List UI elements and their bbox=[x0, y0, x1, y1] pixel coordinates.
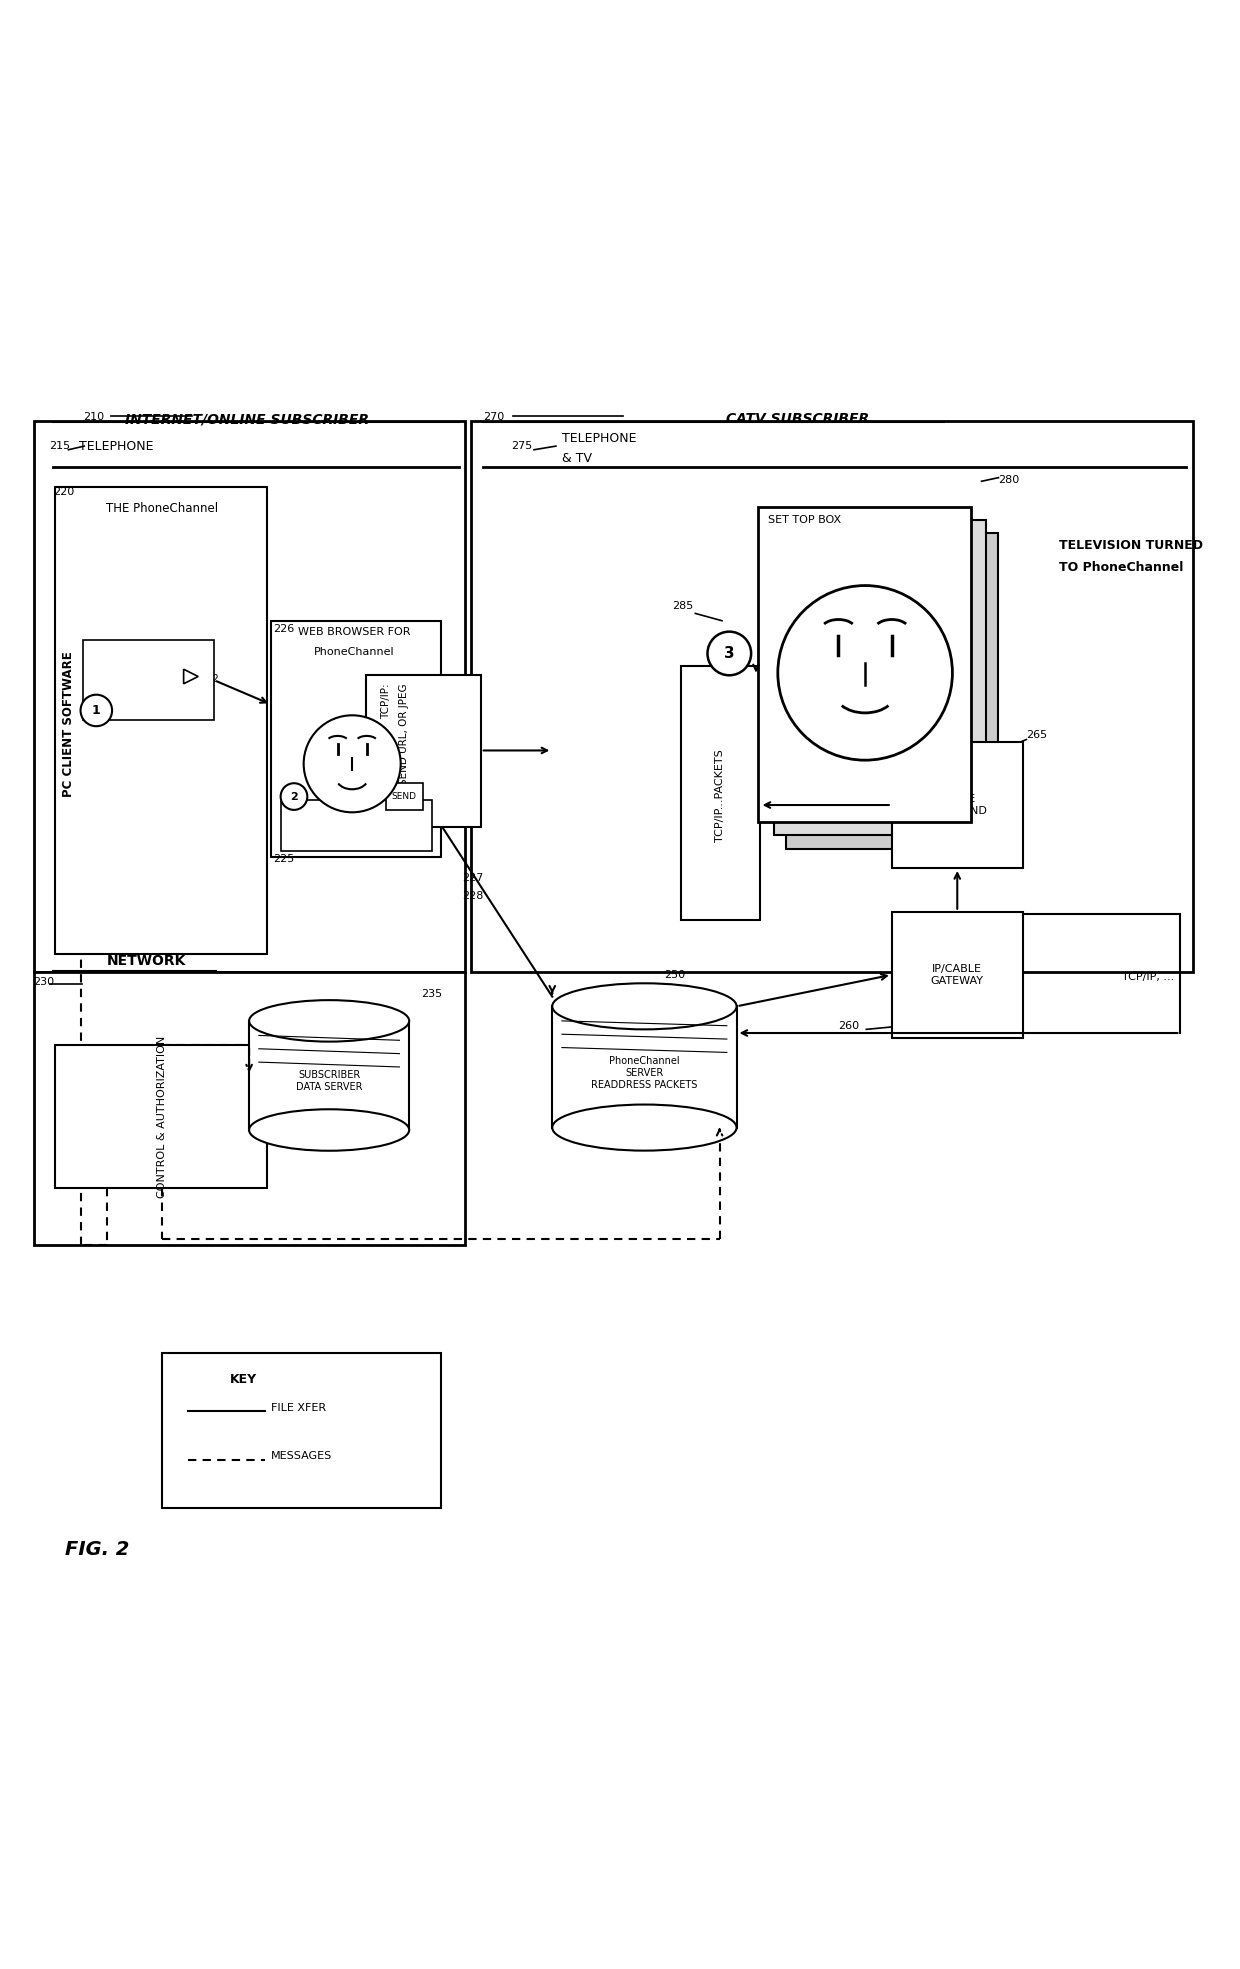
Text: TCP/IP:: TCP/IP: bbox=[381, 683, 391, 719]
Ellipse shape bbox=[249, 1109, 409, 1150]
Text: TELEPHONE: TELEPHONE bbox=[562, 433, 636, 445]
Bar bbox=[55, 1046, 268, 1187]
Bar bbox=[249, 1020, 409, 1130]
Text: 230: 230 bbox=[33, 977, 55, 986]
Bar bbox=[366, 675, 481, 827]
Text: PhoneChannel
SERVER
READDRESS PACKETS: PhoneChannel SERVER READDRESS PACKETS bbox=[591, 1057, 698, 1089]
Text: 280: 280 bbox=[998, 475, 1019, 484]
Bar bbox=[270, 620, 440, 857]
Bar bbox=[471, 421, 1193, 973]
Ellipse shape bbox=[552, 983, 737, 1030]
Text: TCP/IP...PACKETS: TCP/IP...PACKETS bbox=[714, 748, 724, 841]
Text: ADDRESS BOOK: ADDRESS BOOK bbox=[102, 675, 185, 685]
Text: TO PhoneChannel: TO PhoneChannel bbox=[1059, 561, 1183, 573]
Text: SEND: SEND bbox=[392, 792, 417, 801]
Text: SET TOP BOX: SET TOP BOX bbox=[768, 516, 841, 526]
Ellipse shape bbox=[552, 1105, 737, 1150]
Text: 226: 226 bbox=[273, 624, 295, 634]
Text: 225: 225 bbox=[273, 853, 295, 864]
Text: WEB BROWSER FOR: WEB BROWSER FOR bbox=[299, 626, 410, 636]
Circle shape bbox=[280, 784, 308, 809]
Text: SUBSCRIBER
DATA SERVER: SUBSCRIBER DATA SERVER bbox=[296, 1069, 362, 1091]
Text: KEY: KEY bbox=[229, 1372, 257, 1386]
Bar bbox=[35, 973, 465, 1244]
Text: 1: 1 bbox=[92, 705, 100, 717]
Text: 270: 270 bbox=[484, 412, 505, 421]
Text: CONTROL & AUTHORIZATION: CONTROL & AUTHORIZATION bbox=[156, 1036, 167, 1197]
Text: 265: 265 bbox=[1027, 730, 1048, 740]
Text: 235: 235 bbox=[422, 988, 443, 998]
Text: TELEVISION TURNED: TELEVISION TURNED bbox=[1059, 540, 1203, 551]
Text: 222: 222 bbox=[201, 673, 219, 683]
Text: CABLE
HEAD END: CABLE HEAD END bbox=[928, 794, 987, 815]
Text: MESSAGES: MESSAGES bbox=[270, 1451, 332, 1461]
Text: 228: 228 bbox=[463, 892, 484, 902]
Text: LOCATION: LOCATION bbox=[299, 821, 348, 831]
Circle shape bbox=[777, 585, 952, 760]
Text: 275: 275 bbox=[511, 441, 532, 451]
Text: 260: 260 bbox=[838, 1020, 859, 1030]
Text: TCP/IP, ...: TCP/IP, ... bbox=[1122, 973, 1174, 983]
Text: IP/CABLE
GATEWAY: IP/CABLE GATEWAY bbox=[931, 965, 983, 986]
Bar bbox=[786, 534, 998, 849]
Text: PC CLIENT SOFTWARE: PC CLIENT SOFTWARE bbox=[62, 652, 74, 797]
Bar bbox=[759, 506, 971, 821]
Text: 250: 250 bbox=[663, 969, 684, 981]
Text: 215: 215 bbox=[50, 441, 71, 451]
Text: FIG. 2: FIG. 2 bbox=[64, 1540, 129, 1559]
Text: 220: 220 bbox=[52, 488, 74, 498]
Bar bbox=[386, 784, 423, 809]
Text: CATV SUBSCRIBER: CATV SUBSCRIBER bbox=[725, 412, 869, 425]
Bar bbox=[55, 488, 268, 955]
Bar bbox=[892, 742, 1023, 868]
Text: SEND URL, OR JPEG: SEND URL, OR JPEG bbox=[399, 683, 409, 786]
Circle shape bbox=[81, 695, 112, 727]
Text: 2: 2 bbox=[290, 792, 298, 801]
Bar bbox=[681, 666, 760, 920]
Text: NETWORK: NETWORK bbox=[107, 953, 186, 967]
Text: FILE XFER: FILE XFER bbox=[270, 1402, 326, 1412]
Bar bbox=[161, 1353, 440, 1508]
Text: & TV: & TV bbox=[562, 451, 591, 465]
Text: 3: 3 bbox=[724, 646, 734, 662]
Bar bbox=[892, 912, 1023, 1038]
Text: 227: 227 bbox=[463, 872, 484, 882]
Bar bbox=[35, 421, 465, 973]
Text: 285: 285 bbox=[672, 601, 693, 610]
Text: PhoneChannel: PhoneChannel bbox=[314, 648, 394, 658]
Bar bbox=[280, 799, 433, 851]
Ellipse shape bbox=[249, 1000, 409, 1042]
Text: TELEPHONE: TELEPHONE bbox=[79, 439, 154, 453]
Circle shape bbox=[708, 632, 751, 675]
Text: 210: 210 bbox=[83, 412, 104, 421]
Bar bbox=[83, 640, 215, 721]
Text: INTERNET/ONLINE SUBSCRIBER: INTERNET/ONLINE SUBSCRIBER bbox=[125, 412, 368, 425]
Text: [url or file]: [url or file] bbox=[371, 821, 422, 831]
Bar bbox=[552, 1006, 737, 1128]
Circle shape bbox=[304, 715, 401, 813]
Bar bbox=[774, 520, 986, 835]
Text: THE PhoneChannel: THE PhoneChannel bbox=[105, 502, 218, 514]
